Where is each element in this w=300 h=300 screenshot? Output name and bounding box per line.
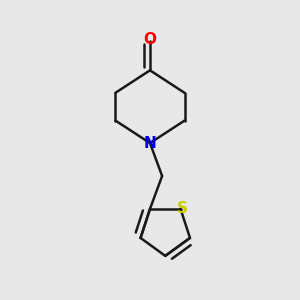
Text: N: N [144,136,156,151]
Text: S: S [177,201,188,216]
Text: O: O [143,32,157,47]
